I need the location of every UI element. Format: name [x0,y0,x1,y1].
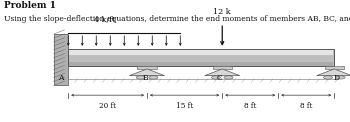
Bar [54,34,68,85]
Circle shape [336,76,345,79]
Polygon shape [317,69,350,76]
Text: A: A [58,74,64,82]
Text: 12 k: 12 k [214,8,231,16]
Text: 8 ft: 8 ft [244,102,257,110]
Bar [325,66,344,69]
Bar [69,62,333,66]
Text: 20 ft: 20 ft [99,102,116,110]
Text: 4 k/ft: 4 k/ft [94,16,116,24]
Bar [213,66,232,69]
Circle shape [323,76,332,79]
Circle shape [136,76,145,79]
Text: B: B [142,74,148,82]
Text: C: C [217,74,223,82]
Text: 8 ft: 8 ft [300,102,313,110]
Bar [68,49,334,66]
Text: D: D [334,74,340,82]
Bar [137,66,157,69]
Text: Using the slope-deflection equations, determine the end moments of members AB, B: Using the slope-deflection equations, de… [4,15,350,23]
Circle shape [211,76,220,79]
Text: 15 ft: 15 ft [176,102,193,110]
Circle shape [224,76,233,79]
Polygon shape [205,69,240,76]
Text: Problem 1: Problem 1 [4,1,56,10]
Polygon shape [130,69,164,76]
Circle shape [149,76,158,79]
Bar [69,50,333,55]
